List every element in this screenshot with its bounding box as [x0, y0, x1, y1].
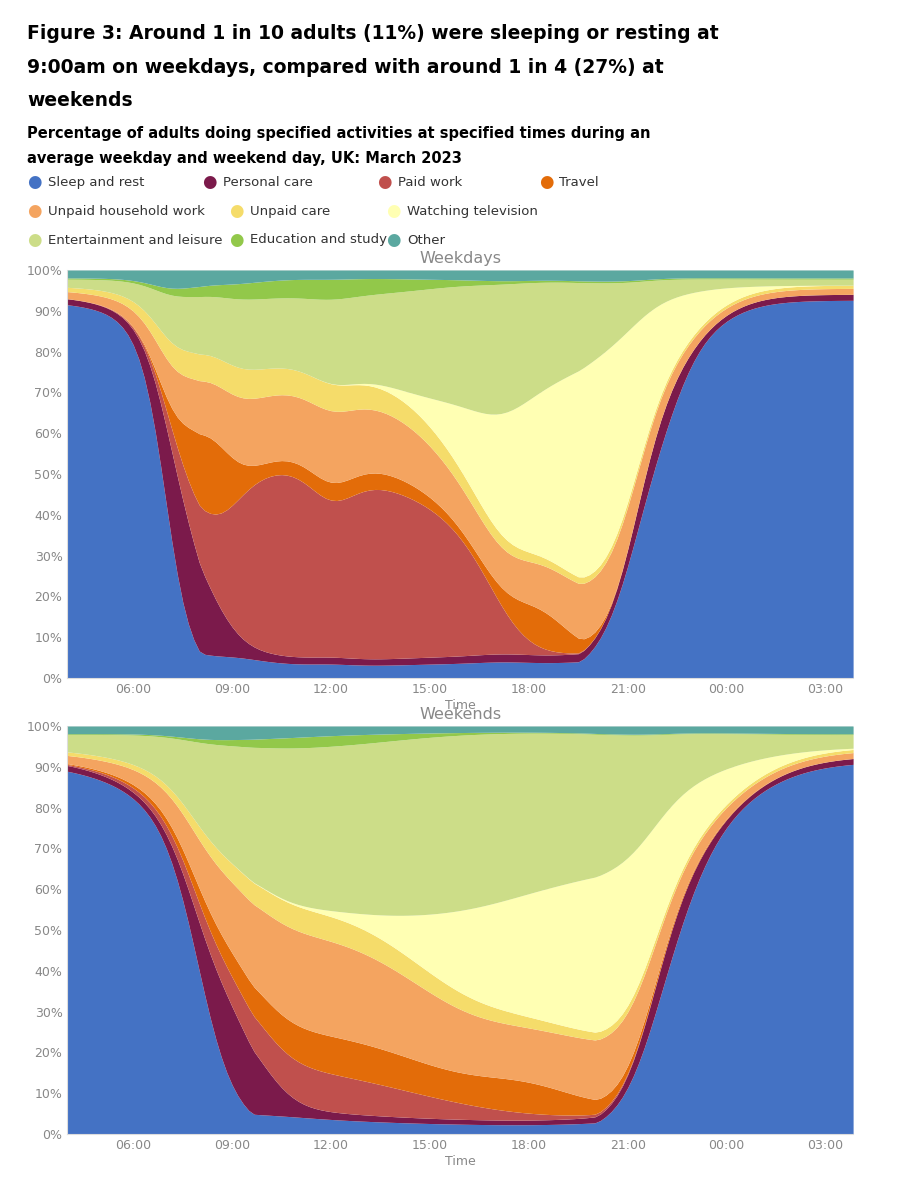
Text: Personal care: Personal care	[223, 176, 313, 188]
Text: Sleep and rest: Sleep and rest	[48, 176, 144, 188]
Title: Weekends: Weekends	[419, 707, 501, 722]
Text: Other: Other	[407, 234, 445, 246]
Title: Weekdays: Weekdays	[419, 251, 501, 266]
Text: Unpaid care: Unpaid care	[250, 205, 330, 217]
Text: ●: ●	[202, 174, 216, 191]
Text: Travel: Travel	[559, 176, 599, 188]
Text: Paid work: Paid work	[398, 176, 462, 188]
Text: Education and study: Education and study	[250, 234, 387, 246]
X-axis label: Time: Time	[445, 1154, 476, 1168]
Text: 9:00am on weekdays, compared with around 1 in 4 (27%) at: 9:00am on weekdays, compared with around…	[27, 58, 664, 77]
Text: Entertainment and leisure: Entertainment and leisure	[48, 234, 222, 246]
Text: ●: ●	[27, 174, 41, 191]
Text: ●: ●	[386, 202, 401, 221]
Text: ●: ●	[27, 230, 41, 248]
Text: Figure 3: Around 1 in 10 adults (11%) were sleeping or resting at: Figure 3: Around 1 in 10 adults (11%) we…	[27, 24, 718, 43]
Text: weekends: weekends	[27, 91, 133, 110]
Text: ●: ●	[27, 202, 41, 221]
Text: ●: ●	[229, 230, 243, 248]
Text: average weekday and weekend day, UK: March 2023: average weekday and weekend day, UK: Mar…	[27, 151, 462, 166]
X-axis label: Time: Time	[445, 698, 476, 712]
Text: ●: ●	[229, 202, 243, 221]
Text: ●: ●	[377, 174, 392, 191]
Text: Percentage of adults doing specified activities at specified times during an: Percentage of adults doing specified act…	[27, 126, 650, 140]
Text: Unpaid household work: Unpaid household work	[48, 205, 205, 217]
Text: Watching television: Watching television	[407, 205, 538, 217]
Text: ●: ●	[539, 174, 553, 191]
Text: ●: ●	[386, 230, 401, 248]
